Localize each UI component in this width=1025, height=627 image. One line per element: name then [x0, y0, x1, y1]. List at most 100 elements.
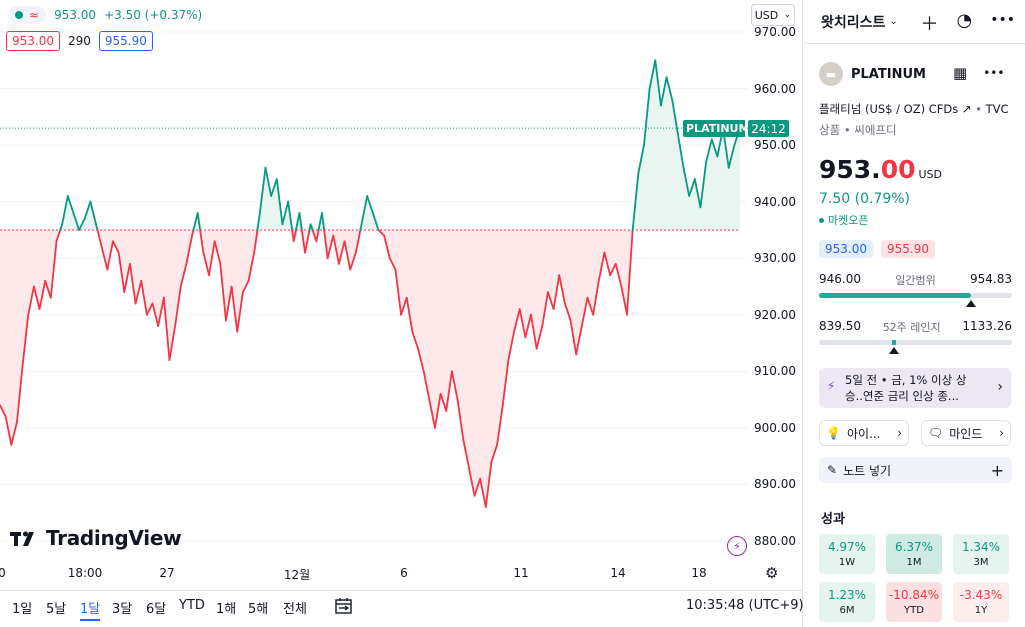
bid-price: 953.00	[819, 240, 873, 258]
price-line-segment	[467, 466, 476, 497]
x-tick-label: 0	[0, 566, 6, 580]
day-range-fill	[819, 293, 972, 298]
performance-cell[interactable]: -10.84% YTD	[886, 582, 942, 622]
logo-text: TradingView	[46, 526, 182, 550]
plus-icon: +	[990, 460, 1004, 480]
timeframe-button[interactable]: 전체	[283, 602, 307, 617]
spread-value: 290	[68, 34, 91, 48]
below-baseline-fill	[0, 229, 740, 508]
bolt-icon[interactable]: ⚡	[727, 536, 747, 556]
price-line-segment	[665, 76, 674, 101]
price-line-segment	[530, 313, 538, 350]
clock[interactable]: 10:35:48 (UTC+9)	[686, 598, 804, 613]
price-line-segment	[434, 393, 442, 429]
performance-cell[interactable]: 1.23% 6M	[819, 582, 875, 622]
price-line-segment	[671, 98, 679, 135]
price-line-segment	[219, 262, 227, 322]
price-line-segment	[637, 144, 645, 175]
performance-cell[interactable]: 4.97% 1W	[819, 534, 875, 574]
price-currency: USD	[918, 168, 942, 181]
price-line-segment	[354, 229, 362, 254]
symbol-name[interactable]: PLATINUM	[851, 66, 926, 82]
news-card[interactable]: ⚡ 5일 전 • 금, 1% 이상 상 승..연준 금리 인상 종... ›	[819, 368, 1011, 408]
price-line-segment	[321, 212, 326, 231]
buy-price-box[interactable]: 955.90	[98, 31, 153, 51]
symbol-price-tag: PLATINUM	[683, 120, 745, 137]
price-line-segment	[315, 229, 320, 243]
performance-value: 1.34%	[961, 540, 1001, 554]
calendar-range-icon[interactable]	[334, 596, 354, 616]
timeframe-button[interactable]: 1달	[80, 598, 101, 621]
price-line-segment	[586, 296, 595, 316]
timeframe-button[interactable]: YTD	[179, 598, 205, 613]
day-range-labels: 946.00 일간범위 954.83	[819, 272, 1012, 288]
price-line-segment	[676, 132, 685, 169]
add-icon[interactable]: ＋	[920, 14, 939, 35]
news-headline-line1: 5일 전 • 금, 1% 이상 상	[845, 373, 967, 387]
exchange-name[interactable]: TVC	[985, 102, 1009, 116]
performance-cell[interactable]: 1.34% 3M	[953, 534, 1009, 574]
timeframe-button[interactable]: 5날	[46, 602, 67, 617]
y-tick-label: 890.00	[754, 477, 796, 492]
price-line-segment	[518, 308, 527, 339]
y-tick-label: 970.00	[754, 25, 796, 39]
panel-divider[interactable]	[802, 0, 803, 627]
y-tick-label: 900.00	[754, 420, 796, 435]
y-tick-label: 910.00	[754, 364, 796, 379]
more-icon[interactable]: •••	[990, 12, 1015, 28]
year-high: 1133.26	[962, 319, 1012, 333]
chart-area[interactable]: ≈ 953.00 +3.50 (+0.37%) 953.00 290 955.9…	[0, 0, 748, 590]
timeframe-button[interactable]: 1해	[216, 602, 237, 617]
performance-cell[interactable]: 6.37% 1M	[886, 534, 942, 574]
ideas-button[interactable]: 💡 아이... ›	[819, 420, 909, 446]
price-line-segment	[326, 234, 335, 260]
price-line-segment	[192, 212, 199, 231]
price-line-segment	[112, 240, 120, 254]
performance-cell[interactable]: -3.43% 1Y	[953, 582, 1009, 622]
price-chart[interactable]	[0, 0, 748, 590]
market-status-label: 마켓오픈	[828, 214, 869, 227]
performance-period: 3M	[973, 557, 989, 568]
external-link-icon[interactable]: ↗	[961, 102, 976, 116]
add-note-button[interactable]: ✎ 노트 넣기 +	[819, 457, 1012, 483]
symbol-description[interactable]: 플래티넘 (US$ / OZ) CFDs	[819, 102, 959, 116]
pie-chart-icon[interactable]: ◔	[956, 10, 973, 31]
market-status: 마켓오픈	[819, 212, 868, 228]
price-line-segment	[213, 240, 222, 265]
price-line-segment	[490, 443, 498, 463]
sell-price-box[interactable]: 953.00	[6, 31, 60, 51]
price-line-segment	[411, 330, 419, 350]
wave-icon: ≈	[29, 8, 40, 22]
chevron-right-icon: ›	[997, 379, 1003, 395]
performance-period: 1Y	[974, 605, 988, 616]
price-line-segment	[592, 279, 600, 316]
timeframe-button[interactable]: 6달	[146, 602, 167, 617]
tradingview-logo-icon	[10, 531, 34, 546]
ask-price: 955.90	[881, 240, 935, 258]
timeframe-button[interactable]: 5해	[248, 602, 269, 617]
tradingview-logo[interactable]: TradingView	[10, 526, 182, 550]
performance-value: -10.84%	[888, 588, 940, 602]
year-range-bar	[819, 340, 1012, 345]
price-line-segment	[151, 302, 160, 327]
timeframe-button[interactable]: 1일	[12, 602, 33, 617]
timeframe-button[interactable]: 3달	[112, 602, 133, 617]
price-line-segment	[383, 234, 391, 260]
gear-icon[interactable]: ⚙	[765, 564, 779, 582]
price-line-segment	[179, 262, 188, 288]
minds-button[interactable]: 🗨 마인드 ›	[921, 420, 1011, 446]
day-range-bar	[819, 293, 1012, 298]
price-line-segment	[10, 421, 18, 446]
performance-value: 1.23%	[827, 588, 867, 602]
grid-layout-icon[interactable]: ▦	[953, 64, 968, 82]
symbol-category: 상품 • 씨에프디	[819, 123, 897, 137]
year-range-segment	[892, 340, 897, 345]
currency-button[interactable]: USD ⌄	[751, 4, 795, 26]
chevron-down-icon[interactable]: ⌄	[889, 16, 898, 27]
watchlist-title[interactable]: 왓치리스트	[821, 14, 886, 31]
price-scale[interactable]: 970.00 960.00 950.00 940.00 930.00 920.00 910.…	[748, 0, 802, 590]
more-icon[interactable]: •••	[983, 66, 1005, 80]
price-line-segment	[479, 477, 487, 508]
visibility-toggle[interactable]: ≈	[8, 6, 47, 24]
price-line-segment	[699, 161, 708, 209]
